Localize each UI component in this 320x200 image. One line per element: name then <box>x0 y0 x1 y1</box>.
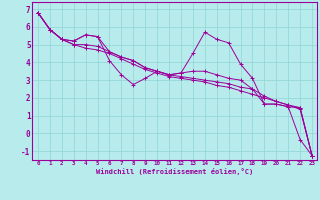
X-axis label: Windchill (Refroidissement éolien,°C): Windchill (Refroidissement éolien,°C) <box>96 168 253 175</box>
